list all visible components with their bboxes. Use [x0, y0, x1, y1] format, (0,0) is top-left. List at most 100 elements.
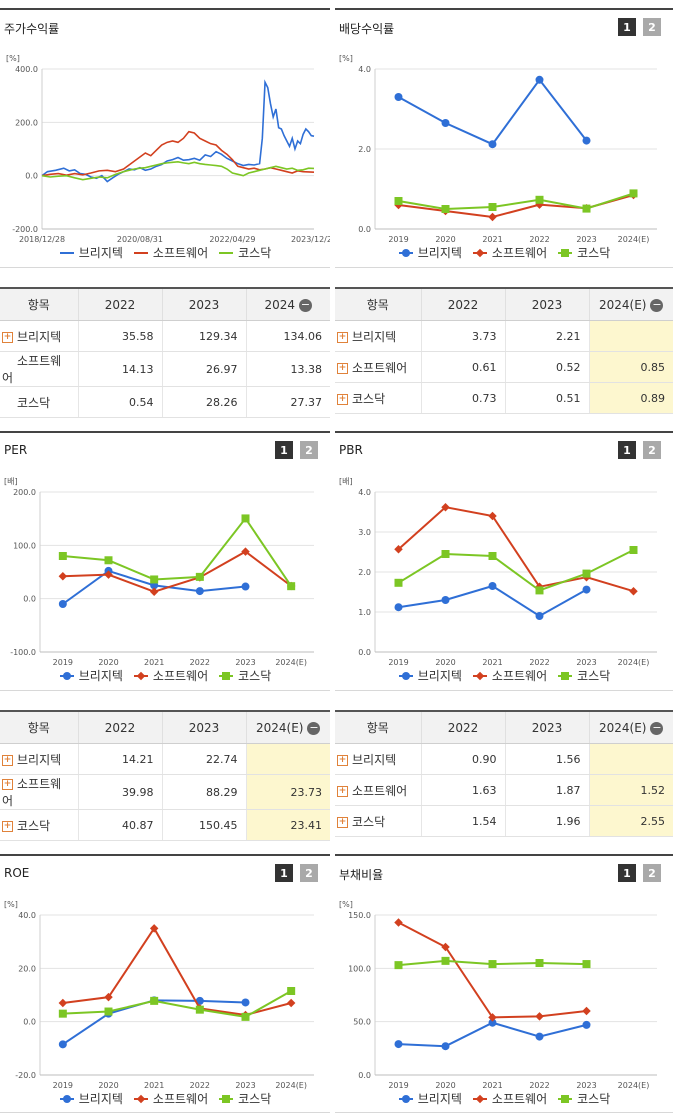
- legend-item-software[interactable]: 소프트웨어: [472, 1090, 547, 1107]
- data-point-bridgetec: [582, 136, 591, 145]
- legend-item-software[interactable]: 소프트웨어: [133, 244, 208, 261]
- legend-item-kosdaq[interactable]: 코스닥: [557, 667, 610, 684]
- legend-item-bridgetec[interactable]: 브리지텍: [59, 1090, 123, 1107]
- legend-label: 코스닥: [238, 1092, 272, 1106]
- value-cell: 1.54: [420, 805, 505, 837]
- expand-plus-icon[interactable]: +: [2, 820, 13, 832]
- legend-item-software[interactable]: 소프트웨어: [472, 667, 547, 684]
- data-point-kosdaq: [287, 582, 296, 591]
- expand-plus-icon[interactable]: +: [2, 754, 13, 766]
- page-buttons: 1 2: [275, 864, 318, 882]
- page-button-1[interactable]: 1: [275, 864, 293, 882]
- expand-plus-icon[interactable]: +: [337, 393, 348, 405]
- panel-title: ROE: [4, 866, 30, 880]
- data-point-software: [441, 502, 450, 512]
- legend-marker: [401, 671, 410, 680]
- legend-swatch-icon: [472, 671, 487, 680]
- value-cell: 88.29: [161, 774, 246, 810]
- collapse-minus-icon[interactable]: −: [307, 720, 321, 735]
- legend-item-bridgetec[interactable]: 브리지텍: [398, 244, 462, 261]
- page-button-2[interactable]: 2: [300, 441, 318, 459]
- data-point-kosdaq: [488, 552, 497, 560]
- page-buttons: 1 2: [275, 441, 318, 459]
- series-line-software: [41, 130, 315, 177]
- value-cell: 35.58: [77, 320, 162, 352]
- expand-plus-icon[interactable]: +: [337, 785, 348, 797]
- x-tick-label: 2024(E): [275, 1081, 307, 1090]
- series-line-software: [398, 921, 587, 1019]
- page-button-1[interactable]: 1: [275, 441, 293, 459]
- expand-plus-icon[interactable]: +: [337, 362, 348, 374]
- y-tick-label: -20.0: [15, 1071, 36, 1080]
- col-header-label: 2024(E): [599, 720, 647, 735]
- data-point-kosdaq: [241, 1012, 250, 1021]
- legend-item-bridgetec[interactable]: 브리지텍: [59, 667, 123, 684]
- x-tick-label: 2021: [144, 1081, 164, 1090]
- legend-swatch-icon: [59, 1094, 74, 1103]
- data-point-software: [535, 1012, 544, 1021]
- col-header-item: 항목: [335, 710, 421, 744]
- legend-item-software[interactable]: 소프트웨어: [133, 667, 208, 684]
- row-label-cell: + 코스닥: [0, 809, 78, 841]
- col-header-label: 2024: [264, 297, 296, 312]
- page-button-1[interactable]: 1: [618, 18, 636, 36]
- x-tick-label: 2019: [53, 658, 73, 667]
- expand-plus-icon[interactable]: +: [2, 331, 13, 343]
- data-point-kosdaq: [535, 586, 544, 595]
- page-button-2[interactable]: 2: [643, 441, 661, 459]
- page-button-1[interactable]: 1: [618, 441, 636, 459]
- expand-plus-icon[interactable]: +: [2, 779, 13, 790]
- data-point-software: [629, 586, 638, 596]
- estimate-cell: [588, 320, 673, 352]
- expand-plus-icon[interactable]: +: [337, 816, 348, 828]
- data-point-bridgetec: [394, 1040, 403, 1049]
- value-cell: 26.97: [161, 351, 246, 387]
- data-point-bridgetec: [195, 587, 204, 596]
- legend-item-kosdaq[interactable]: 코스닥: [218, 244, 271, 261]
- legend-item-bridgetec[interactable]: 브리지텍: [398, 1090, 462, 1107]
- stock-return-table: 항목 2022 2023 2024− + 브리지텍 35.58 129.34 13…: [0, 287, 330, 418]
- legend-item-bridgetec[interactable]: 브리지텍: [398, 667, 462, 684]
- legend-item-kosdaq[interactable]: 코스닥: [557, 1090, 610, 1107]
- x-tick-label: 2023: [576, 235, 596, 244]
- value-cell: 0.90: [420, 743, 505, 775]
- legend-item-software[interactable]: 소프트웨어: [133, 1090, 208, 1107]
- y-tick-label: 0.0: [23, 1018, 36, 1027]
- panel-dividend-yield: 배당수익률 1 2 [%] 0.0 2.0 4.0 2019 2020 2021 2022 20…: [335, 8, 673, 268]
- legend-item-kosdaq[interactable]: 코스닥: [218, 667, 271, 684]
- legend-label: 브리지텍: [78, 1092, 123, 1106]
- collapse-minus-icon[interactable]: −: [650, 297, 664, 312]
- legend-item-kosdaq[interactable]: 코스닥: [218, 1090, 271, 1107]
- y-tick-label: 3.0: [358, 528, 371, 537]
- expand-plus-icon[interactable]: +: [337, 331, 348, 343]
- col-header-with-toggle: 2024(E) −: [588, 710, 673, 744]
- y-tick-label: 200.0: [15, 118, 38, 127]
- y-unit-label: [배]: [339, 477, 353, 486]
- page-button-2[interactable]: 2: [643, 18, 661, 36]
- row-label-cell: 코스닥: [0, 386, 78, 418]
- legend-swatch-icon: [398, 671, 413, 680]
- data-point-bridgetec: [241, 998, 250, 1007]
- page-button-1[interactable]: 1: [618, 864, 636, 882]
- legend-item-kosdaq[interactable]: 코스닥: [557, 244, 610, 261]
- value-cell: 129.34: [161, 320, 246, 352]
- expand-plus-icon[interactable]: +: [337, 754, 348, 766]
- legend-swatch-icon: [472, 1094, 487, 1103]
- legend-item-bridgetec[interactable]: 브리지텍: [59, 244, 123, 261]
- data-point-kosdaq: [488, 960, 497, 969]
- x-tick-label: 2019: [388, 1081, 408, 1090]
- collapse-minus-icon[interactable]: −: [299, 297, 313, 312]
- legend-item-software[interactable]: 소프트웨어: [472, 244, 547, 261]
- col-header-item: 항목: [0, 710, 78, 744]
- legend-marker: [561, 1094, 570, 1103]
- page-button-2[interactable]: 2: [300, 864, 318, 882]
- page-buttons: 1 2: [618, 18, 661, 36]
- data-point-bridgetec: [241, 582, 250, 591]
- legend-swatch-icon: [472, 248, 487, 257]
- collapse-minus-icon[interactable]: −: [650, 720, 664, 735]
- value-cell: 13.38: [245, 351, 330, 387]
- x-tick-label: 2018/12/28: [19, 235, 65, 244]
- roe-chart: [%] -20.0 0.0 20.0 40.0 2019 2020 2021 2022 2023 2…: [4, 900, 314, 1090]
- table-row: 코스닥 0.54 28.26 27.37: [0, 386, 330, 418]
- page-button-2[interactable]: 2: [643, 864, 661, 882]
